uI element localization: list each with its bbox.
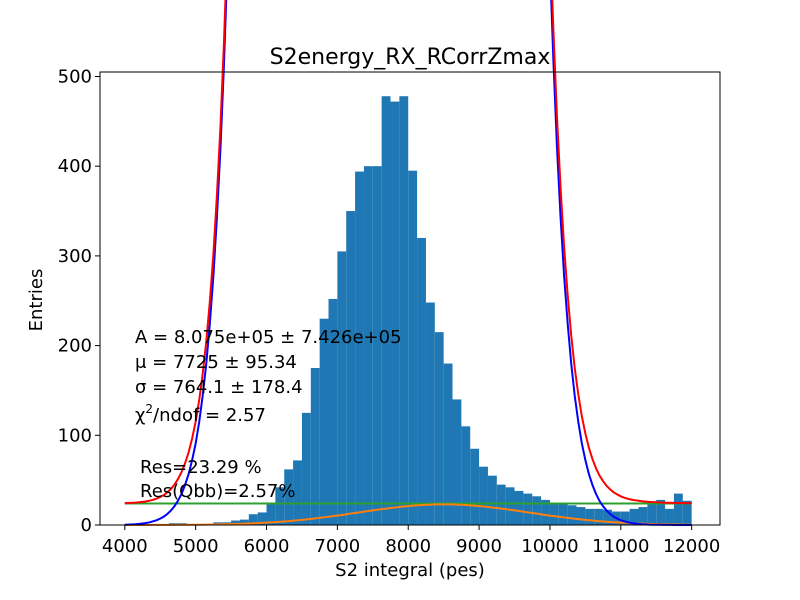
chi-superscript: 2 [145,402,153,416]
histogram-bar [585,508,595,525]
chart-title: S2energy_RX_RCorrZmax [270,45,551,70]
histogram-bar [425,302,435,525]
histogram-bar [656,499,666,525]
fit-param-sigma: σ = 764.1 ± 178.4 [135,377,303,398]
y-tick-label: 400 [58,156,92,177]
plot-frame [99,71,721,526]
histogram-bar [275,487,285,525]
fit-param-amplitude: A = 8.075e+05 ± 7.426e+05 [135,327,402,348]
x-tick-label: 4000 [102,536,148,557]
histogram-bar [673,493,683,525]
histogram-bar [257,512,267,525]
histogram-bar [647,502,657,525]
gaussian-fit-curve [124,0,692,526]
histogram-bar [558,502,568,525]
histogram-bar [346,211,356,525]
resolution-qbb-value: Res(Qbb)=2.57% [140,481,295,502]
histogram-bars [169,96,692,526]
histogram-bar [479,466,488,525]
y-tick-label: 500 [58,66,92,87]
histogram-bar [541,499,550,525]
histogram-bar [248,514,258,525]
x-tick-label: 6000 [244,536,290,557]
fit-param-chi2: χ2/ndof = 2.57 [135,402,266,426]
histogram-bar [266,502,276,525]
histogram-bar [443,363,453,525]
total-fit-curve [124,0,692,505]
resolution-value: Res=23.29 % [140,457,262,478]
histogram-bar [328,298,338,525]
histogram-bar [487,475,497,525]
histogram-bar [532,496,542,525]
histogram-bar [293,460,302,525]
histogram-bar [372,166,382,526]
x-axis-label: S2 integral (pes) [335,560,485,581]
histogram-bar [363,166,373,526]
histogram-bar [239,519,249,525]
x-axis-ticks: 4000 5000 6000 7000 8000 9000 10000 11000 12000 [102,525,720,557]
histogram-bar [470,448,480,525]
x-tick-label: 8000 [385,536,431,557]
x-tick-label: 9000 [456,536,502,557]
x-tick-label: 10000 [521,536,578,557]
histogram-bar [620,511,630,525]
resolution-box: Res=23.29 % Res(Qbb)=2.57% [140,457,295,502]
histogram-bar [284,469,294,525]
histogram-bar [665,508,674,525]
histogram-bar [381,96,391,526]
histogram-bar [549,502,559,525]
background-gaussian-curve [124,503,692,526]
histogram-bar [434,332,444,525]
y-tick-label: 0 [81,515,92,536]
x-tick-label: 5000 [173,536,219,557]
histogram-bar [319,318,329,525]
histogram-bar [576,507,586,525]
x-tick-label: 7000 [314,536,360,557]
histogram-bar [355,171,364,525]
histogram-bar [452,399,462,525]
histogram-bar [301,412,311,525]
histogram-bar [603,509,612,525]
y-tick-label: 200 [58,336,92,357]
histogram-bar [390,101,400,525]
histogram-bar [496,484,506,525]
histogram-bar [629,508,639,525]
histogram-bar [682,500,692,525]
histogram-bar [310,368,320,525]
histogram-bar [594,508,604,525]
x-tick-label: 11000 [592,536,649,557]
y-axis-ticks: 0 100 200 300 400 500 [58,66,100,536]
histogram-bar [514,490,524,525]
y-tick-label: 300 [58,246,92,267]
histogram-bar [399,96,409,526]
fit-param-mean: μ = 7725 ± 95.34 [135,352,297,373]
x-tick-label: 12000 [663,536,720,557]
histogram-bar [231,520,240,525]
histogram-bar [461,426,471,525]
chi-symbol: χ [135,405,145,426]
histogram-bar [417,237,426,525]
histogram-bar [408,170,418,525]
chi-ndof: /ndof = 2.57 [153,405,266,426]
histogram-bar [505,487,515,525]
histogram-bar [337,251,347,525]
fit-curves [124,0,692,526]
fit-parameters-box: A = 8.075e+05 ± 7.426e+05 μ = 7725 ± 95.… [135,327,402,426]
y-axis-label: Entries [26,269,47,332]
histogram-bar [567,505,577,525]
histogram-bar [638,507,648,525]
y-tick-label: 100 [58,425,92,446]
histogram-bar [523,493,533,525]
